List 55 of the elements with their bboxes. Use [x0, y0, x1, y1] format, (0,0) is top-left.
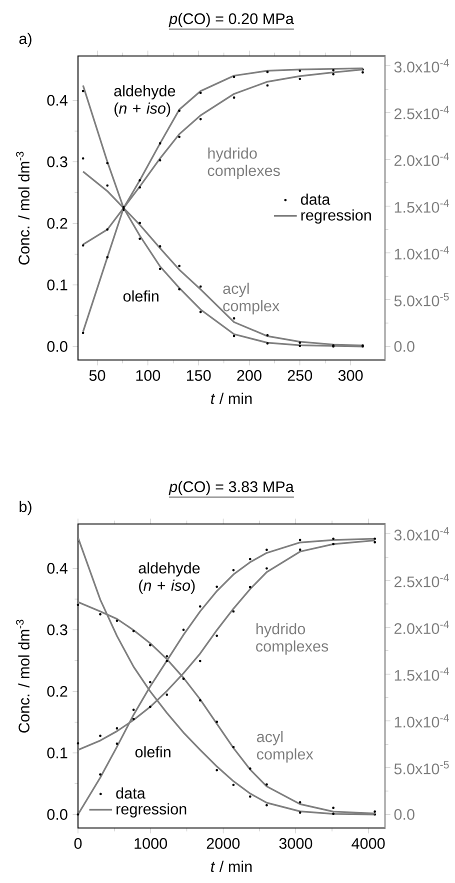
- annotation: acyl complex: [256, 730, 314, 763]
- y2-tick-label: 3.0x10$^{-4}$: [394, 59, 449, 72]
- legend-label: regression: [116, 803, 186, 818]
- y2-tick-label: 2.5x10$^{-4}$: [394, 574, 449, 588]
- y-tick-label: 0.2: [47, 218, 68, 229]
- text: b): [20, 500, 32, 516]
- annotation: hydrido complexes: [256, 623, 328, 655]
- annotation: acyl complex: [223, 282, 280, 314]
- y-tick-label: 0.4: [47, 562, 68, 574]
- y-tick-label: 0.3: [47, 624, 68, 636]
- y-tick-label: 0.4: [47, 94, 68, 106]
- text: a): [19, 32, 32, 48]
- y2-tick-label: 1.0x10$^{-4}$: [394, 714, 449, 728]
- x-tick-label: 200: [237, 370, 262, 381]
- x-axis-title: t / min: [211, 860, 252, 872]
- legend-label: data: [116, 787, 146, 799]
- x-tick-label: 300: [338, 370, 363, 381]
- y2-tick-label: 2.0x10$^{-4}$: [394, 152, 449, 166]
- x-tick-label: 3000: [279, 838, 312, 849]
- y2-tick-label: 5.0x10$^{-5}$: [394, 292, 449, 306]
- x-tick-label: 50: [89, 370, 106, 381]
- x-tick-label: 4000: [352, 838, 385, 849]
- x-tick-label: 100: [136, 370, 160, 381]
- y-tick-label: 0.1: [47, 279, 68, 290]
- y2-tick-label: 1.0x10$^{-4}$: [394, 246, 449, 260]
- chart-title: p(CO) = 0.20 MPa: [168, 12, 294, 28]
- x-tick-label: 1000: [134, 838, 168, 849]
- annotation: aldehyde (n + iso): [114, 85, 176, 117]
- annotation: aldehyde (n + iso): [138, 562, 200, 594]
- y2-tick-label: 0.0: [394, 809, 414, 820]
- y2-tick-label: 0.0: [394, 341, 414, 352]
- x-axis-title: t / min: [211, 392, 252, 404]
- y2-tick-label: 1.5x10$^{-4}$: [394, 667, 449, 681]
- x-tick-label: 2000: [206, 838, 240, 849]
- x-tick-label: 0: [74, 838, 82, 849]
- y-axis-title: Conc. / mol dm$^{-3}$: [16, 620, 30, 733]
- y2-tick-label: 1.5x10$^{-4}$: [394, 199, 449, 213]
- annotation: olefin: [135, 746, 170, 758]
- y-tick-label: 0.0: [47, 341, 68, 352]
- y-axis-title: Conc. / mol dm$^{-3}$: [16, 152, 30, 265]
- x-tick-label: 250: [288, 370, 312, 381]
- y2-tick-label: 2.0x10$^{-4}$: [394, 620, 449, 634]
- y2-tick-label: 3.0x10$^{-4}$: [394, 527, 449, 540]
- y-tick-label: 0.1: [47, 747, 68, 758]
- annotation: hydrido complexes: [208, 147, 280, 180]
- y2-tick-label: 2.5x10$^{-4}$: [394, 106, 449, 120]
- x-tick-label: 150: [186, 370, 211, 381]
- y-tick-label: 0.0: [47, 809, 68, 820]
- annotation: olefin: [123, 290, 158, 302]
- legend-label: regression: [301, 209, 371, 224]
- y2-tick-label: 5.0x10$^{-5}$: [394, 760, 449, 774]
- y-tick-label: 0.3: [47, 156, 68, 168]
- legend-label: data: [300, 194, 330, 205]
- chart-title: p(CO) = 3.83 MPa: [168, 480, 294, 496]
- y-tick-label: 0.2: [47, 686, 68, 697]
